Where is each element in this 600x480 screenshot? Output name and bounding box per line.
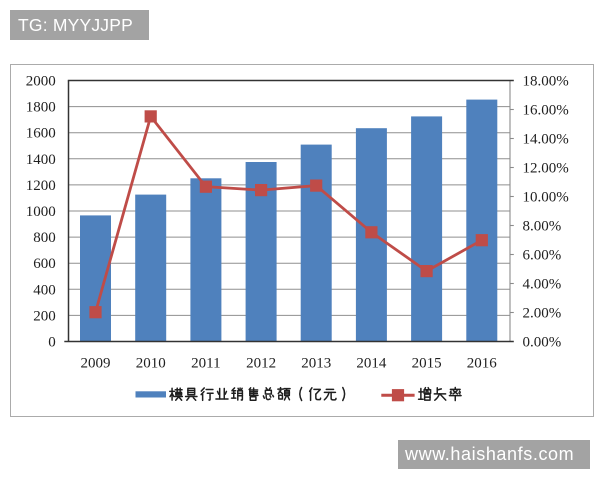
svg-text:2012: 2012 xyxy=(246,356,276,372)
svg-text:2013: 2013 xyxy=(301,356,331,372)
svg-text:6.00%: 6.00% xyxy=(523,248,562,264)
svg-text:0.00%: 0.00% xyxy=(523,335,562,351)
svg-text:1200: 1200 xyxy=(26,178,56,194)
svg-text:2010: 2010 xyxy=(136,356,166,372)
svg-text:12.00%: 12.00% xyxy=(523,161,569,177)
svg-text:2015: 2015 xyxy=(412,356,442,372)
svg-text:2009: 2009 xyxy=(81,356,111,372)
svg-text:1000: 1000 xyxy=(26,204,56,220)
svg-text:800: 800 xyxy=(33,230,56,246)
svg-text:600: 600 xyxy=(33,256,56,272)
svg-text:1800: 1800 xyxy=(26,100,56,116)
svg-text:2014: 2014 xyxy=(356,356,387,372)
svg-text:1600: 1600 xyxy=(26,126,56,142)
svg-text:0: 0 xyxy=(48,335,56,351)
svg-text:2011: 2011 xyxy=(191,356,220,372)
svg-text:16.00%: 16.00% xyxy=(523,103,569,119)
svg-text:18.00%: 18.00% xyxy=(523,74,569,90)
svg-text:8.00%: 8.00% xyxy=(523,219,562,235)
svg-text:4.00%: 4.00% xyxy=(523,277,562,293)
svg-text:400: 400 xyxy=(33,282,56,298)
svg-text:2.00%: 2.00% xyxy=(523,306,562,322)
svg-text:2000: 2000 xyxy=(26,74,56,90)
svg-text:1400: 1400 xyxy=(26,152,56,168)
svg-text:10.00%: 10.00% xyxy=(523,190,569,206)
svg-text:14.00%: 14.00% xyxy=(523,132,569,148)
svg-text:200: 200 xyxy=(33,308,56,324)
svg-text:2016: 2016 xyxy=(467,356,498,372)
